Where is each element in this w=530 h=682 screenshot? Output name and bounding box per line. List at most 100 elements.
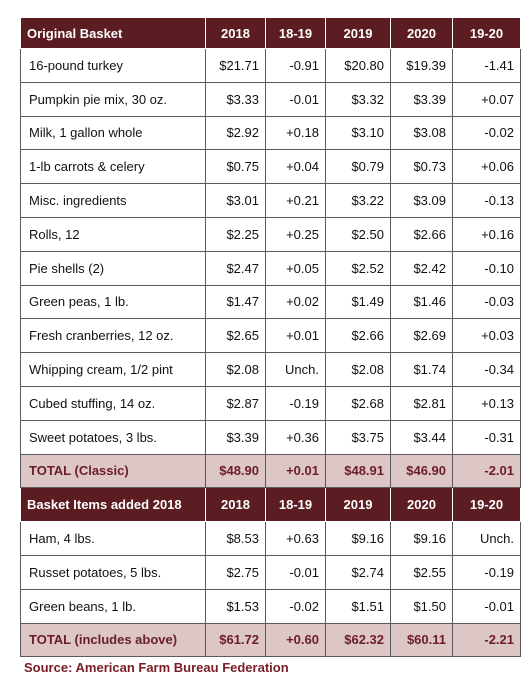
cell: Unch.	[265, 352, 326, 387]
row-label: Sweet potatoes, 3 lbs.	[20, 419, 206, 455]
cell: $3.22	[325, 183, 391, 218]
row-label: Russet potatoes, 5 lbs.	[20, 554, 206, 590]
data-row: Ham, 4 lbs. $8.53 +0.63 $9.16 $9.16 Unch.	[20, 521, 521, 556]
cell: $3.33	[205, 81, 266, 117]
row-label: TOTAL (Classic)	[20, 453, 206, 489]
cell: $1.53	[205, 588, 266, 624]
cell: $1.47	[205, 284, 266, 320]
cell: $2.65	[205, 318, 266, 354]
cell: $60.11	[390, 622, 453, 658]
cell: $2.66	[390, 216, 453, 252]
row-label: Green beans, 1 lb.	[20, 588, 206, 624]
total-row: TOTAL (includes above) $61.72 +0.60 $62.32 $…	[20, 622, 521, 658]
cell: $2.66	[325, 318, 391, 354]
cell: $46.90	[390, 453, 453, 489]
cell: 2020	[390, 17, 453, 49]
cell: $2.74	[325, 554, 391, 590]
cell: $48.90	[205, 453, 266, 489]
cell: $2.08	[205, 352, 266, 387]
cell: $2.92	[205, 115, 266, 151]
source-note: Source: American Farm Bureau Federation	[24, 660, 289, 675]
cell: $1.46	[390, 284, 453, 320]
cell: -0.02	[452, 115, 521, 151]
cell: +0.01	[265, 318, 326, 354]
data-row: Green beans, 1 lb. $1.53 -0.02 $1.51 $1.50 -0…	[20, 588, 521, 624]
cell: -0.34	[452, 352, 521, 387]
row-label: 1-lb carrots & celery	[20, 149, 206, 185]
cell: -0.03	[452, 284, 521, 320]
data-row: Pie shells (2) $2.47 +0.05 $2.52 $2.42 -0.10	[20, 250, 521, 286]
data-row: Pumpkin pie mix, 30 oz. $3.33 -0.01 $3.32 $3…	[20, 81, 521, 117]
cell: $2.69	[390, 318, 453, 354]
cell: $2.25	[205, 216, 266, 252]
cell: $2.75	[205, 554, 266, 590]
cell: -0.19	[452, 554, 521, 590]
cell: $3.44	[390, 419, 453, 455]
cell: +0.63	[265, 521, 326, 556]
cell: $9.16	[390, 521, 453, 556]
cell: $2.87	[205, 385, 266, 421]
row-label: Pumpkin pie mix, 30 oz.	[20, 81, 206, 117]
cell: $3.09	[390, 183, 453, 218]
cell: $2.08	[325, 352, 391, 387]
data-row: Fresh cranberries, 12 oz. $2.65 +0.01 $2.66…	[20, 318, 521, 354]
cell: 18-19	[265, 487, 326, 523]
cell: $2.42	[390, 250, 453, 286]
cell: $21.71	[205, 48, 266, 83]
cell: $2.81	[390, 385, 453, 421]
table-body: Original Basket 2018 18-19 2019 2020 19-20 16-…	[20, 17, 521, 658]
cell: +0.60	[265, 622, 326, 658]
cell: -1.41	[452, 48, 521, 83]
data-row: Whipping cream, 1/2 pint $2.08 Unch. $2.08 $…	[20, 352, 521, 387]
row-label: 16-pound turkey	[20, 48, 206, 83]
cell: +0.07	[452, 81, 521, 117]
cell: $2.52	[325, 250, 391, 286]
data-row: Misc. ingredients $3.01 +0.21 $3.22 $3.09 -0.…	[20, 183, 521, 218]
data-row: 1-lb carrots & celery $0.75 +0.04 $0.79 $0.7…	[20, 149, 521, 185]
data-row: Cubed stuffing, 14 oz. $2.87 -0.19 $2.68 $2.…	[20, 385, 521, 421]
data-row: Russet potatoes, 5 lbs. $2.75 -0.01 $2.74 $2…	[20, 554, 521, 590]
row-label: Green peas, 1 lb.	[20, 284, 206, 320]
cell: 2018	[205, 17, 266, 49]
cell: $20.80	[325, 48, 391, 83]
cell: -0.13	[452, 183, 521, 218]
header-row: Original Basket 2018 18-19 2019 2020 19-20	[20, 17, 521, 49]
cell: -0.10	[452, 250, 521, 286]
cell: +0.02	[265, 284, 326, 320]
cell: 2019	[325, 17, 391, 49]
cell: $0.75	[205, 149, 266, 185]
cell: 18-19	[265, 17, 326, 49]
cell: -0.19	[265, 385, 326, 421]
cell: $9.16	[325, 521, 391, 556]
cell: -0.02	[265, 588, 326, 624]
cell: -0.01	[265, 554, 326, 590]
cell: $61.72	[205, 622, 266, 658]
cell: $3.08	[390, 115, 453, 151]
cell: $1.50	[390, 588, 453, 624]
cell: -0.01	[265, 81, 326, 117]
cell: +0.16	[452, 216, 521, 252]
cell: +0.01	[265, 453, 326, 489]
price-table: Original Basket 2018 18-19 2019 2020 19-20 16-…	[20, 17, 521, 658]
cell: +0.21	[265, 183, 326, 218]
cell: +0.18	[265, 115, 326, 151]
cell: $0.79	[325, 149, 391, 185]
row-label: Original Basket	[20, 17, 206, 49]
cell: -0.31	[452, 419, 521, 455]
cell: $2.55	[390, 554, 453, 590]
data-row: Rolls, 12 $2.25 +0.25 $2.50 $2.66 +0.16	[20, 216, 521, 252]
cell: $1.74	[390, 352, 453, 387]
row-label: Misc. ingredients	[20, 183, 206, 218]
data-row: Sweet potatoes, 3 lbs. $3.39 +0.36 $3.75 $3.…	[20, 419, 521, 455]
cell: -2.21	[452, 622, 521, 658]
cell: -0.01	[452, 588, 521, 624]
cell: +0.06	[452, 149, 521, 185]
row-label: Milk, 1 gallon whole	[20, 115, 206, 151]
header-row: Basket Items added 2018 2018 18-19 2019 2020…	[20, 487, 521, 523]
cell: $3.10	[325, 115, 391, 151]
cell: $1.51	[325, 588, 391, 624]
cell: +0.25	[265, 216, 326, 252]
data-row: Green peas, 1 lb. $1.47 +0.02 $1.49 $1.46 -0.…	[20, 284, 521, 320]
cell: 19-20	[452, 17, 521, 49]
cell: $2.47	[205, 250, 266, 286]
